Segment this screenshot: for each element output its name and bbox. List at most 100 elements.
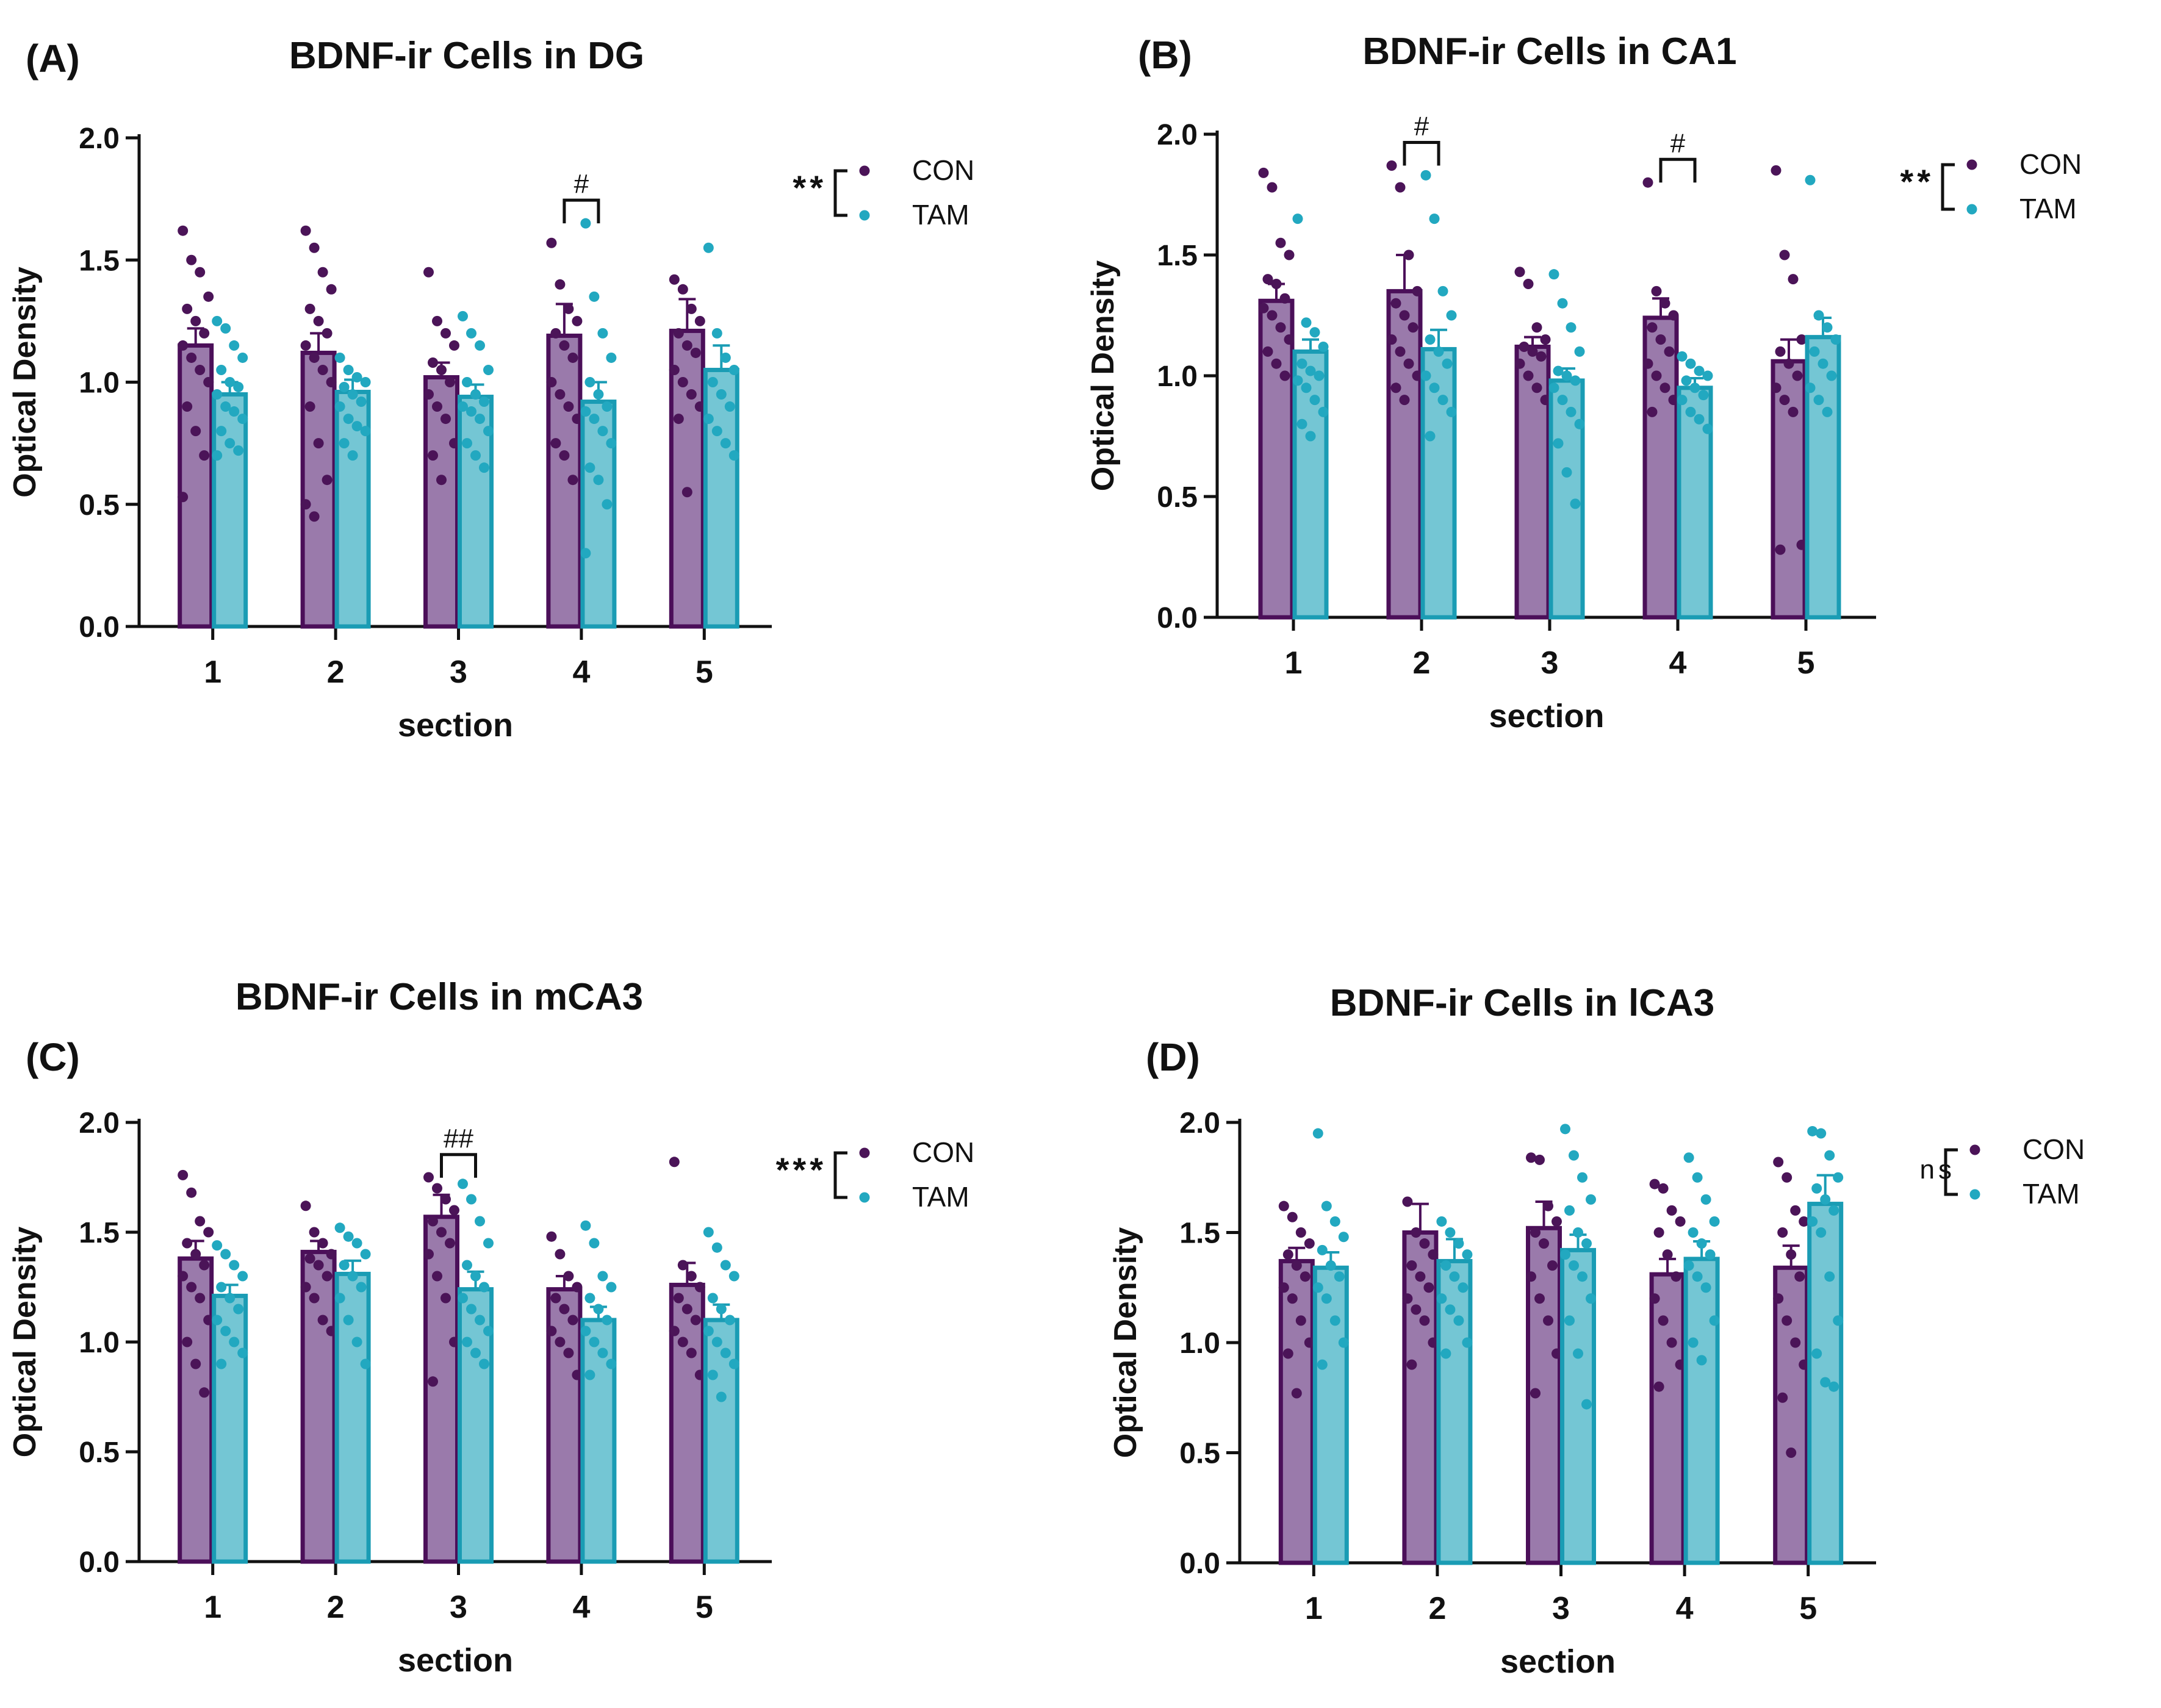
data-point-tam [475,1216,485,1227]
legend-swatch-con [1966,159,1977,170]
data-point-tam [1688,1227,1699,1238]
data-point-con [1402,1293,1413,1304]
data-point-con [567,352,578,363]
data-point-con [572,1282,583,1293]
data-point-tam [1453,1315,1464,1326]
y-tick-label: 1.5 [1179,1218,1220,1250]
data-point-con [694,401,705,412]
data-point-tam [1692,1271,1703,1282]
data-point-tam [1820,1377,1831,1388]
data-point-tam [1828,1381,1839,1392]
data-point-con [309,511,320,522]
data-point-tam [1420,170,1431,181]
x-tick-label: 2 [1428,1591,1446,1626]
y-axis-label: Optical Density [7,1227,43,1458]
data-point-con [182,303,193,314]
data-point-con [673,328,684,339]
data-point-tam [1325,1260,1336,1271]
x-tick-label: 4 [1676,1591,1694,1626]
data-point-con [694,1369,705,1380]
legend-swatch-con [859,165,870,176]
data-point-tam [466,1194,476,1205]
y-tick-label: 0.5 [1157,481,1198,514]
bar-con [300,1249,337,1564]
data-point-tam [1689,382,1700,393]
data-point-con [1415,1271,1426,1282]
data-point-con [1390,298,1401,309]
data-point-tam [1292,214,1303,224]
data-point-tam [1429,214,1440,224]
y-tick-label: 2.0 [79,123,120,155]
data-point-tam [1305,431,1316,442]
data-point-con [300,1282,311,1293]
data-point-con [449,1337,459,1347]
data-point-con [1543,1200,1553,1211]
data-point-tam [580,548,591,559]
data-point-con [1775,346,1786,357]
data-point-tam [711,426,722,437]
data-point-con [673,1293,684,1304]
data-point-con [1411,1227,1422,1238]
data-point-tam [479,462,489,473]
data-point-tam [1700,1194,1711,1205]
data-point-con [1287,1293,1298,1304]
data-point-tam [1813,395,1824,406]
data-point-con [1670,1271,1681,1282]
data-point-con [1523,279,1534,290]
data-point-tam [470,450,481,461]
comparison-bracket [1659,157,1697,183]
data-point-con [681,1304,692,1315]
data-point-con [190,1358,201,1369]
data-point-con [186,1282,197,1293]
data-point-tam [1566,406,1577,417]
data-point-con [1399,310,1410,321]
data-point-con [669,364,680,375]
data-point-con [677,377,688,387]
data-point-tam [1312,1128,1323,1139]
data-point-tam [720,352,731,363]
data-point-con [203,377,214,387]
data-point-con [440,328,451,339]
data-point-tam [483,364,494,375]
data-point-tam [1309,395,1320,406]
data-point-tam [1442,358,1453,369]
data-point-tam [703,1227,714,1238]
data-point-tam [225,438,236,449]
data-point-con [1278,1282,1289,1293]
data-point-tam [347,1271,358,1282]
panel-c: (C) BDNF-ir Cells in mCA3 0.0 0.5 1.0 1.5 2.0 O… [7,976,974,1679]
data-point-con [326,1249,337,1260]
data-point-tam [711,328,722,339]
data-point-con [304,1253,315,1264]
data-point-tam [212,389,223,400]
data-point-tam [229,1337,240,1347]
data-point-con [203,1315,214,1326]
data-point-con [1658,1183,1669,1194]
data-point-tam [1557,298,1568,309]
data-point-tam [1318,406,1329,417]
data-point-con [563,1271,574,1282]
data-point-con [300,499,311,510]
data-point-con [432,1271,442,1282]
data-point-con [432,315,442,326]
data-point-con [445,1238,455,1249]
data-point-con [1782,1172,1792,1183]
data-point-con [563,401,574,412]
data-point-tam [720,1347,731,1358]
data-point-con [199,450,210,461]
data-point-tam [1458,1282,1469,1293]
data-point-con [546,1326,557,1337]
data-point-con [1540,334,1551,345]
panel-d: (D) BDNF-ir Cells in lCA3 0.0 0.5 1.0 1.5 2.0 O… [1108,982,2085,1680]
data-point-tam [1833,1315,1844,1326]
data-point-con [186,352,197,363]
data-point-tam [475,1315,485,1326]
panel-label: (B) [1138,33,1192,77]
data-point-con [1282,1348,1293,1359]
data-point-tam [597,328,608,339]
data-point-con [686,1271,697,1282]
data-point-con [1300,1271,1311,1282]
data-point-tam [237,1347,248,1358]
main-effect-label: ** [793,168,827,207]
